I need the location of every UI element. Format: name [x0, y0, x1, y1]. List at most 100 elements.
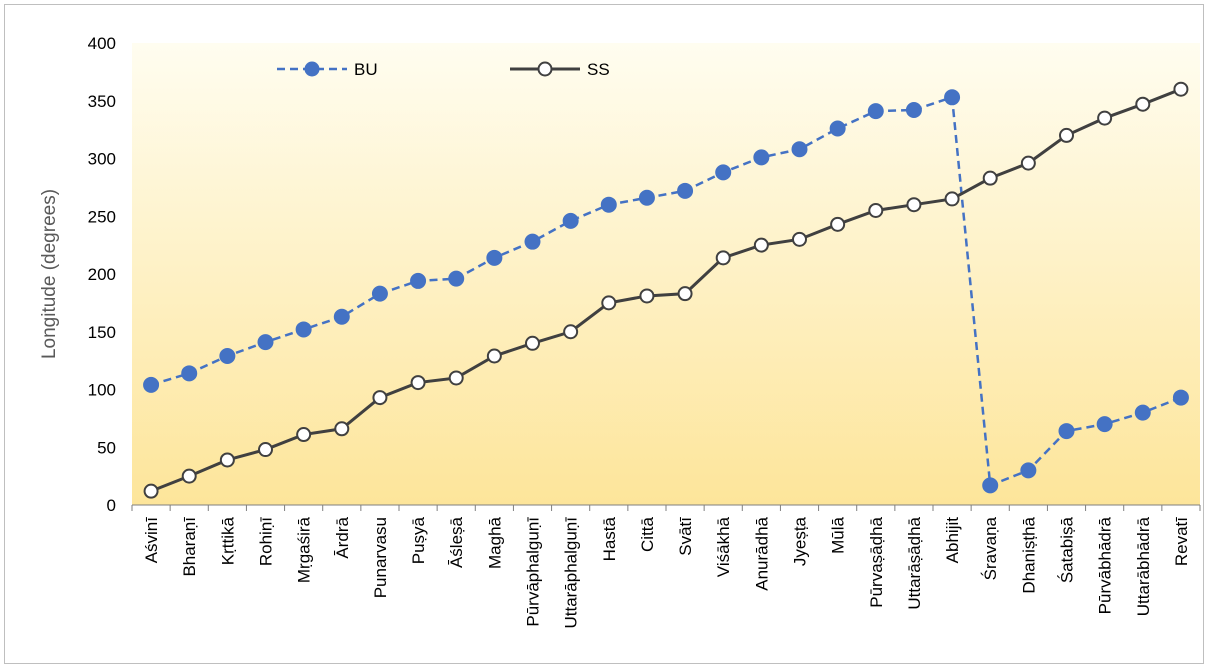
point-BU	[333, 308, 350, 325]
point-SS	[563, 324, 579, 340]
x-tick-label: Abhijit	[943, 517, 962, 564]
x-tick-label: Śravaṇa	[981, 516, 1000, 580]
point-BU	[982, 477, 999, 494]
x-tick-label: Āśleṣā	[447, 516, 466, 568]
y-tick-label: 250	[88, 207, 116, 226]
y-tick-label: 400	[88, 34, 116, 53]
x-tick-label: Pūrvābhādrā	[1096, 516, 1115, 614]
x-tick-label: Śatabiṣā	[1058, 516, 1077, 583]
x-tick-label: Svātī	[676, 517, 695, 556]
point-SS	[143, 483, 159, 499]
x-tick-label: Anurādhā	[752, 516, 771, 590]
legend-marker-BU	[304, 61, 320, 77]
x-tick-label: Aśvinī	[142, 517, 161, 564]
point-BU	[753, 149, 770, 166]
point-SS	[1135, 96, 1151, 112]
x-tick-label: Puṣyā	[409, 516, 428, 564]
line-chart: 0 50 100 150 200 250 300 350 400 Aśvinī Bharaṇī Kṛ…	[39, 34, 1201, 629]
x-tick-label: Revatī	[1172, 517, 1191, 566]
y-axis-title: Longitude (degrees)	[39, 189, 60, 359]
point-SS	[868, 202, 884, 218]
point-BU	[1096, 416, 1113, 433]
x-tick-label: Ārdrā	[333, 516, 352, 558]
x-tick-label: Hastā	[600, 516, 619, 561]
point-SS	[830, 216, 846, 232]
point-SS	[1059, 127, 1074, 143]
x-tick-label: Viśākhā	[714, 516, 733, 577]
point-BU	[524, 233, 541, 250]
y-tick-label: 100	[88, 381, 116, 400]
point-BU	[448, 270, 465, 287]
point-SS	[792, 231, 807, 247]
point-SS	[219, 452, 235, 468]
series-layer	[143, 81, 1189, 499]
point-SS	[1097, 110, 1113, 126]
point-SS	[906, 197, 922, 213]
point-BU	[410, 272, 427, 289]
y-tick-label: 300	[88, 150, 116, 169]
x-tick-label: Pūrvaṣāḍhā	[867, 516, 886, 607]
legend: BU SS	[277, 60, 610, 79]
point-SS	[486, 348, 502, 364]
point-BU	[1134, 404, 1151, 421]
y-tick-label: 150	[88, 323, 116, 342]
x-tick-label: Mṛgaśirā	[295, 516, 314, 583]
series-line-BU	[150, 95, 1182, 488]
point-BU	[1172, 389, 1189, 406]
point-BU	[486, 249, 503, 266]
point-BU	[1020, 462, 1037, 479]
point-SS	[334, 421, 350, 437]
point-SS	[1020, 155, 1036, 171]
point-SS	[525, 335, 540, 351]
point-BU	[562, 212, 579, 229]
point-SS	[181, 468, 197, 484]
x-tick-label: Mūlā	[829, 516, 848, 553]
point-BU	[867, 103, 884, 120]
y-tick-label: 350	[88, 92, 116, 111]
x-tick-label: Bharaṇī	[180, 517, 199, 577]
x-tick-label: Uttarābhādrā	[1134, 516, 1153, 616]
x-tick-label: Pūrvāphalguṇī	[524, 517, 543, 627]
point-BU	[791, 141, 808, 158]
point-BU	[257, 334, 274, 351]
point-SS	[410, 375, 426, 391]
legend-label-SS: SS	[587, 60, 610, 79]
point-BU	[295, 321, 312, 338]
point-SS	[677, 286, 693, 302]
point-BU	[944, 89, 961, 106]
y-tick-label: 200	[88, 265, 116, 284]
series-SS	[143, 81, 1189, 499]
y-axis-ticks: 0 50 100 150 200 250 300 350 400	[88, 34, 116, 515]
point-SS	[296, 427, 312, 443]
x-tick-label: Rohiṇī	[257, 517, 276, 566]
point-SS	[372, 390, 388, 406]
point-SS	[258, 442, 273, 458]
x-axis-ticks: Aśvinī Bharaṇī Kṛttikā Rohiṇī Mṛgaśirā Ārdrā P…	[131, 505, 1201, 629]
x-tick-label: Punarvasu	[371, 517, 390, 598]
x-tick-label: Cittā	[638, 516, 657, 552]
chart-frame: 0 50 100 150 200 250 300 350 400 Aśvinī Bharaṇī Kṛ…	[4, 4, 1204, 664]
x-tick-label: Jyeṣṭa	[791, 516, 810, 566]
point-SS	[982, 170, 998, 186]
point-BU	[181, 365, 198, 382]
point-BU	[677, 182, 694, 199]
x-tick-label: Dhaniṣṭhā	[1019, 516, 1038, 593]
plot-area	[132, 43, 1200, 505]
x-tick-label: Kṛttikā	[218, 516, 237, 565]
point-BU	[829, 120, 846, 137]
legend-marker-SS	[537, 61, 553, 77]
point-SS	[1173, 81, 1189, 97]
series-BU	[143, 89, 1189, 494]
point-SS	[601, 295, 617, 311]
point-SS	[753, 237, 769, 253]
x-tick-label: Uttarāphalguṇī	[562, 517, 581, 629]
legend-item-BU: BU	[277, 60, 378, 79]
point-BU	[715, 164, 732, 181]
x-tick-label: Uttarāṣāḍhā	[905, 516, 924, 609]
point-SS	[448, 370, 464, 386]
legend-item-SS: SS	[510, 60, 610, 79]
legend-label-BU: BU	[354, 60, 378, 79]
point-BU	[638, 189, 655, 206]
point-SS	[944, 191, 960, 207]
point-SS	[639, 288, 655, 304]
